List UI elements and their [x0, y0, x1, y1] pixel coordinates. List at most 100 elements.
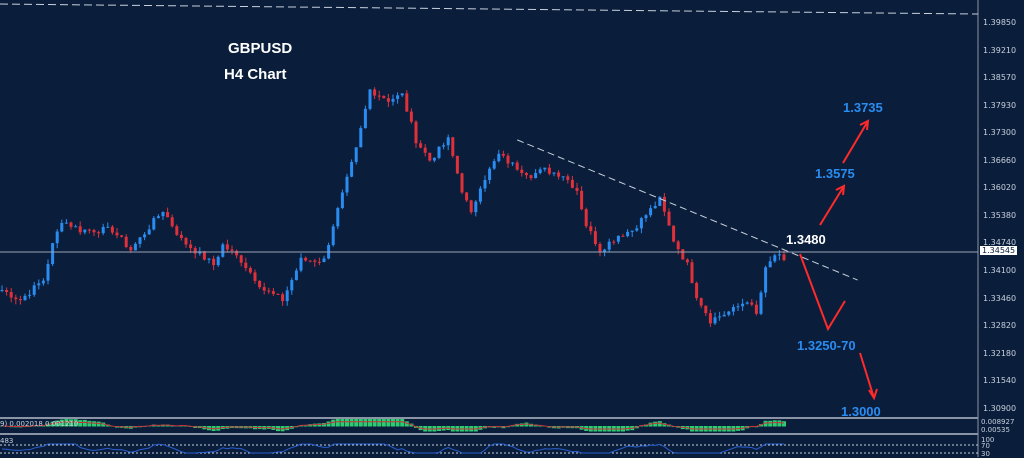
candle-body — [478, 188, 482, 202]
resistance-label: 1.3480 — [786, 232, 826, 247]
candle-body — [396, 95, 400, 99]
candle-body — [9, 292, 13, 298]
price-tick: 1.35380 — [983, 210, 1017, 220]
candle-body — [37, 283, 41, 286]
macd-bar — [524, 422, 529, 427]
candle-body — [345, 176, 349, 193]
osc-axis-100: 100 — [981, 436, 995, 444]
macd-bar — [101, 422, 106, 427]
candle-body — [377, 95, 381, 97]
candle-body — [474, 201, 478, 213]
macd-bar — [395, 419, 400, 427]
candle-body — [156, 216, 160, 219]
candle-body — [212, 258, 216, 266]
target-label-down: 1.3000 — [841, 404, 881, 419]
candle-body — [718, 316, 722, 318]
candle-body — [552, 172, 556, 174]
candle-body — [520, 169, 524, 174]
candle-body — [653, 205, 657, 209]
candle-body — [414, 121, 418, 144]
macd-bar — [653, 421, 658, 427]
macd-bar — [386, 419, 391, 427]
candle-body — [133, 243, 137, 251]
candle-body — [354, 147, 358, 162]
candle-body — [271, 291, 275, 294]
candle-body — [534, 172, 538, 179]
candle-body — [750, 302, 754, 305]
candle-body — [713, 317, 717, 324]
candle-body — [285, 290, 289, 302]
candle-body — [584, 209, 588, 227]
price-tick: 1.30900 — [983, 403, 1017, 413]
candle-body — [699, 298, 703, 306]
candle-body — [695, 282, 699, 299]
candle-body — [409, 111, 413, 122]
macd-bar — [354, 419, 359, 427]
candle-body — [317, 261, 321, 263]
candle-body — [175, 226, 179, 235]
macd-bar — [358, 419, 363, 427]
candle-body — [368, 89, 372, 109]
candle-body — [432, 157, 436, 161]
candle-body — [538, 169, 542, 173]
target-label-2: 1.3575 — [815, 166, 855, 181]
oscillator-line — [1, 443, 784, 454]
candle-body — [685, 259, 689, 263]
candle-body — [782, 254, 786, 261]
candle-body — [492, 161, 496, 169]
macd-bar — [381, 419, 386, 427]
macd-bar — [768, 420, 773, 427]
candle-body — [290, 280, 294, 291]
candle-body — [69, 222, 73, 227]
candle-body — [515, 162, 519, 170]
candle-body — [207, 258, 211, 260]
candle-body — [41, 280, 45, 284]
macd-bar — [404, 421, 409, 427]
candle-body — [561, 176, 565, 178]
candle-body — [129, 247, 133, 251]
price-tick: 1.39850 — [983, 18, 1017, 27]
macd-bar — [377, 419, 382, 427]
candle-body — [55, 231, 59, 244]
candle-body — [423, 147, 427, 153]
price-tick: 1.36660 — [983, 155, 1017, 165]
candle-body — [340, 192, 344, 209]
arrow-down-2-head — [868, 388, 878, 401]
macd-bar — [317, 423, 322, 427]
price-tick: 1.37300 — [983, 127, 1017, 137]
candle-body — [46, 264, 50, 281]
candle-body — [626, 231, 630, 237]
chart-title-timeframe: H4 Chart — [224, 66, 287, 83]
macd-bar — [777, 420, 782, 427]
candle-body — [589, 226, 593, 232]
candle-body — [465, 192, 469, 201]
support-label: 1.3250-70 — [797, 338, 856, 353]
candle-body — [235, 250, 239, 256]
macd-bar — [73, 419, 78, 427]
candle-body — [764, 267, 768, 293]
price-tick: 1.31540 — [983, 376, 1017, 386]
candle-body — [124, 236, 128, 248]
forecast-arrows — [799, 119, 878, 401]
candle-body — [225, 244, 229, 250]
candle-body — [460, 173, 464, 193]
trendline — [517, 139, 858, 281]
macd-bar — [55, 420, 60, 427]
candle-body — [603, 249, 607, 253]
candle-body — [455, 155, 459, 174]
candle-body — [92, 230, 96, 233]
candle-body — [244, 262, 248, 269]
candle-body — [428, 152, 432, 161]
candle-body — [635, 228, 639, 231]
arrow-down-up — [799, 253, 846, 332]
candle-body — [469, 200, 473, 213]
arrow-up-2-head — [859, 119, 870, 131]
macd-bar — [391, 419, 395, 427]
candle-body — [681, 249, 685, 260]
candle-body — [193, 248, 197, 254]
macd-bar — [50, 421, 55, 427]
candle-body — [262, 287, 266, 291]
candle-body — [488, 168, 492, 180]
candle-body — [78, 226, 82, 233]
